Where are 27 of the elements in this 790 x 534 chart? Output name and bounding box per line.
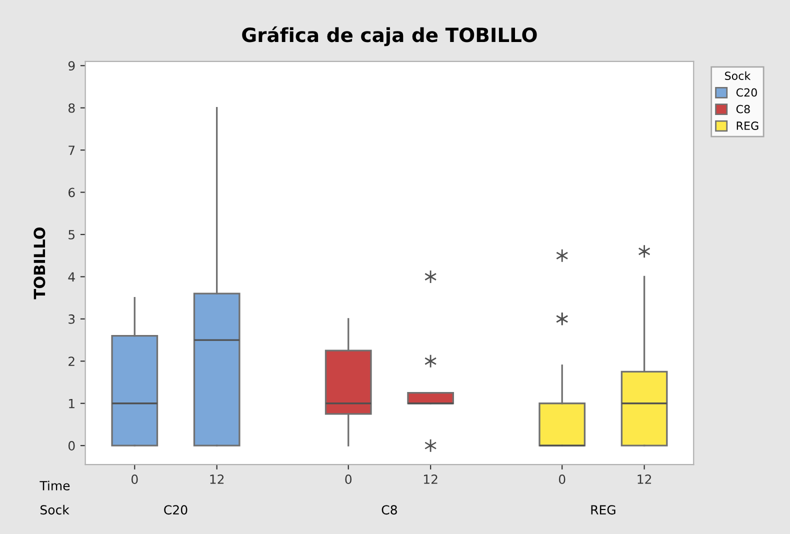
y-tick-label: 3 (68, 314, 75, 324)
y-tick-label: 8 (68, 103, 75, 113)
legend-label: REG (736, 122, 758, 130)
chart-title: Gráfica de caja de TOBILLO (242, 26, 537, 46)
x-tick-label: 0 (558, 474, 566, 484)
x-tick-label: 12 (638, 474, 651, 484)
y-tick-label: 7 (68, 146, 75, 155)
y-tick-label: 5 (68, 230, 75, 240)
text: REG (591, 505, 616, 515)
y-tick-label: 0 (68, 441, 75, 451)
y-tick-label: 1 (69, 399, 74, 408)
x-tick-label: 12 (424, 474, 438, 484)
text: C20 (164, 505, 188, 515)
y-tick-label: 4 (68, 272, 75, 282)
y-axis-title: TOBILLO (34, 227, 46, 300)
y-tick-label: 6 (68, 188, 75, 198)
x-tick-label: 0 (345, 474, 352, 484)
x-tick-label: 0 (131, 474, 138, 484)
text: Time (40, 480, 70, 490)
text: Sock (40, 504, 70, 515)
text: C8 (382, 505, 397, 515)
legend-label: C8 (736, 104, 750, 114)
legend-title: Sock (724, 71, 751, 80)
y-tick-label: 9 (68, 61, 75, 71)
y-tick-label: 2 (68, 356, 74, 366)
x-tick-label: 12 (210, 474, 224, 484)
legend-label: C20 (736, 88, 757, 97)
